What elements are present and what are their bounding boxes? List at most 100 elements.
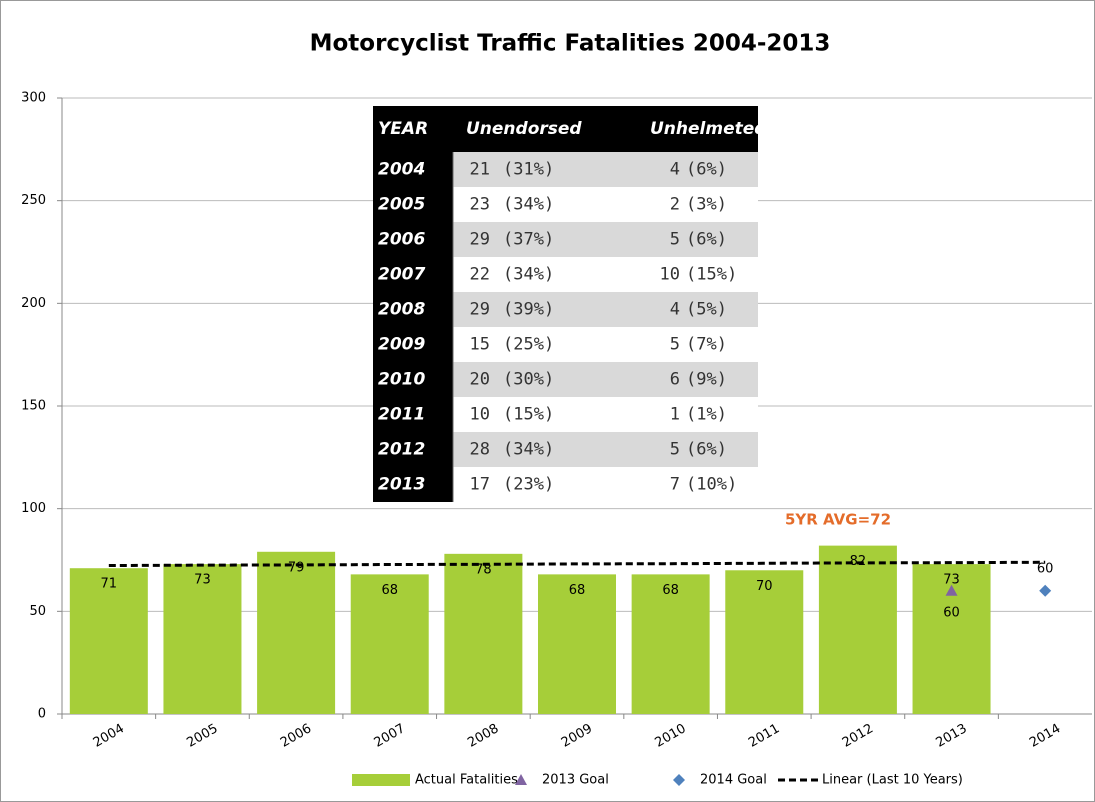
table-year: 2010 (378, 370, 425, 390)
table-cell: 28 (470, 440, 490, 460)
table-cell: 1 (670, 405, 680, 425)
legend-swatch (515, 774, 527, 785)
table-cell: 7 (670, 475, 680, 495)
table-row-bg (453, 397, 758, 432)
table-cell: (5%) (686, 300, 727, 320)
table-cell: 10 (470, 405, 490, 425)
table-row-bg (453, 257, 758, 292)
table-cell: 6 (670, 370, 680, 390)
table-cell: (15%) (503, 405, 554, 425)
table-header: Unendorsed (466, 119, 582, 139)
table-cell: (39%) (503, 300, 554, 320)
bar (725, 570, 804, 714)
table-row-bg (453, 152, 758, 187)
data-label: 70 (756, 579, 773, 594)
table-cell: (7%) (686, 335, 727, 355)
table-cell: (34%) (503, 265, 554, 285)
table-cell: 20 (470, 370, 490, 390)
data-label: 68 (662, 583, 679, 598)
table-cell: (23%) (503, 475, 554, 495)
legend-swatch (352, 774, 410, 786)
table-year-col (373, 106, 453, 502)
data-label: 78 (475, 562, 492, 577)
table-cell: (3%) (686, 195, 727, 215)
table-cell: (34%) (503, 195, 554, 215)
y-tick-label: 200 (21, 296, 46, 311)
y-tick-label: 50 (29, 604, 46, 619)
table-cell: 17 (470, 475, 490, 495)
goal-marker (945, 584, 958, 596)
table-cell: (37%) (503, 230, 554, 250)
table-cell: 29 (470, 300, 490, 320)
bar (631, 574, 710, 714)
table-year: 2012 (378, 440, 425, 460)
data-label: 79 (288, 560, 305, 575)
y-tick-label: 100 (21, 501, 46, 516)
bar (538, 574, 616, 714)
table-cell: 4 (670, 300, 680, 320)
data-label: 60 (1037, 561, 1054, 576)
table-cell: 21 (470, 160, 490, 180)
table-cell: 22 (470, 265, 490, 285)
table-row-bg (453, 362, 758, 397)
table-year: 2008 (378, 300, 425, 320)
trend-line (108, 560, 1046, 568)
table-row-bg (453, 222, 758, 257)
table-cell: 29 (470, 230, 490, 250)
table-cell: 10 (660, 265, 680, 285)
table-row-bg (453, 187, 758, 222)
y-tick-label: 150 (21, 399, 46, 414)
table-cell: 5 (670, 440, 680, 460)
table-year: 2006 (378, 230, 425, 250)
y-tick-label: 250 (21, 193, 46, 208)
bar (818, 545, 897, 714)
legend-label: 2013 Goal (542, 773, 609, 788)
table-cell: (6%) (686, 230, 727, 250)
y-tick-label: 300 (21, 91, 46, 106)
table-year: 2013 (378, 475, 425, 495)
table-cell: (6%) (686, 440, 727, 460)
data-label: 68 (569, 583, 586, 598)
table-row-bg (453, 292, 758, 327)
bar (350, 574, 429, 714)
legend-label: 2014 Goal (700, 773, 767, 788)
data-label: 73 (194, 573, 211, 588)
table-cell: (15%) (686, 265, 737, 285)
table-year: 2005 (378, 195, 425, 215)
table-header: YEAR (378, 119, 428, 139)
table-header: Unhelmeted (650, 119, 767, 139)
bar (257, 551, 336, 714)
legend-swatch (673, 774, 685, 786)
bar (69, 568, 148, 714)
y-tick-label: 0 (38, 707, 46, 722)
table-row-bg (453, 467, 758, 502)
data-label: 68 (381, 583, 398, 598)
goal-marker (1039, 584, 1052, 597)
table-cell: (1%) (686, 405, 727, 425)
table-cell: (34%) (503, 440, 554, 460)
bar (444, 553, 523, 714)
data-label: 73 (943, 573, 960, 588)
legend-label: Linear (Last 10 Years) (822, 773, 963, 788)
table-year: 2004 (378, 160, 425, 180)
table-cell: (30%) (503, 370, 554, 390)
table-year: 2009 (378, 335, 425, 355)
table-cell: 5 (670, 335, 680, 355)
chart-title: Motorcyclist Traffic Fatalities 2004-201… (310, 31, 831, 57)
table-row-bg (453, 327, 758, 362)
table-cell: 2 (670, 195, 680, 215)
table-cell: 5 (670, 230, 680, 250)
bar (163, 564, 242, 714)
data-label: 60 (943, 605, 960, 620)
table-year: 2007 (378, 265, 425, 285)
table-row-bg (453, 432, 758, 467)
legend-label: Actual Fatalities (415, 773, 518, 788)
table-cell: 4 (670, 160, 680, 180)
annotation: 5YR AVG=72 (785, 511, 891, 529)
table-cell: (25%) (503, 335, 554, 355)
table-cell: (10%) (686, 475, 737, 495)
table-cell: (6%) (686, 160, 727, 180)
table-cell: 23 (470, 195, 490, 215)
